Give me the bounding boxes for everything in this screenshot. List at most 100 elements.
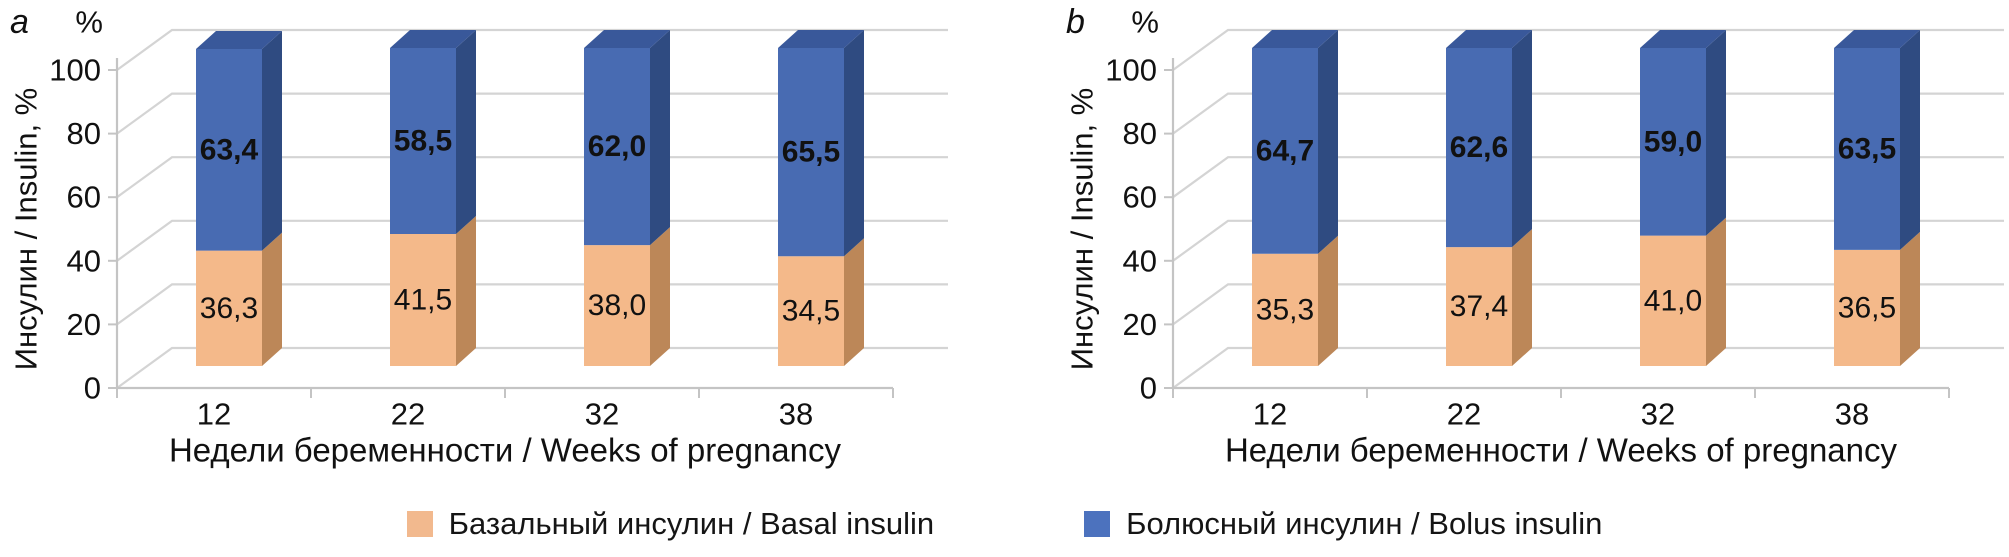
bar-basal-side-face <box>1706 217 1726 366</box>
bar-basal-side-face <box>456 216 476 366</box>
y-tick-label: 60 <box>67 180 101 215</box>
y-tick-label: 0 <box>84 371 101 406</box>
bar-bolus-value-label: 64,7 <box>1256 134 1314 167</box>
gridline <box>116 219 948 262</box>
gridline <box>116 92 948 135</box>
x-tick-label: 22 <box>391 397 425 432</box>
bar-bolus-side-face <box>1512 30 1532 248</box>
bar-bolus-front-face <box>584 48 650 246</box>
y-tick-label: 80 <box>67 116 101 151</box>
bar-bolus-value-label: 65,5 <box>782 136 840 169</box>
bar-basal-side-face <box>1900 231 1920 366</box>
gridline <box>116 156 948 199</box>
bar-bolus-side-face <box>262 30 282 251</box>
bar-bolus-value-label: 58,5 <box>394 125 452 158</box>
y-tick-label: 100 <box>49 53 101 88</box>
bar-basal-front-face <box>1834 249 1900 366</box>
legend-label-basal: Базальный инсулин / Basal insulin <box>448 506 935 541</box>
bar-week-22: 41,5 58,5 <box>390 30 476 366</box>
bar-bolus-front-face <box>1834 48 1900 250</box>
x-tick-label: 32 <box>585 397 619 432</box>
legend-swatch-basal-icon <box>406 511 433 537</box>
y-tick-label: 40 <box>67 243 101 278</box>
x-tick-label: 22 <box>1447 397 1481 432</box>
legend-item-bolus: Болюсный инсулин / Bolus insulin <box>1084 506 1602 542</box>
bar-basal-front-face <box>1640 235 1706 366</box>
gridline <box>1172 156 2004 199</box>
y-tick-label: 60 <box>1123 180 1157 215</box>
bar-bolus-front-face <box>778 48 844 257</box>
x-tick-label: 32 <box>1641 397 1675 432</box>
x-tick-label: 12 <box>197 397 231 432</box>
bar-week-22: 37,4 62,6 <box>1446 30 1532 366</box>
bar-bolus-top-face <box>778 30 864 48</box>
gridline <box>116 28 948 71</box>
panel-letter: a <box>10 3 29 41</box>
chart-b-svg: 0 20 40 60 80 100 35,3 64,7 12 37,4 62,6 22 41,0 59,0… <box>1065 3 2004 469</box>
bar-bolus-top-face <box>390 30 476 48</box>
bar-basal-value-label: 41,0 <box>1644 284 1702 317</box>
bar-bolus-top-face <box>584 30 670 48</box>
bar-basal-front-face <box>196 250 262 366</box>
gridline <box>116 283 948 326</box>
bar-week-12: 35,3 64,7 <box>1252 30 1338 366</box>
y-axis-title: Инсулин / Insulin, % <box>9 88 44 370</box>
bar-bolus-value-label: 63,5 <box>1838 132 1896 165</box>
y-tick-label: 0 <box>1140 371 1157 406</box>
y-tick-label: 20 <box>67 307 101 342</box>
bar-basal-side-face <box>650 227 670 366</box>
bar-bolus-front-face <box>390 48 456 235</box>
x-tick-label: 12 <box>1253 397 1287 432</box>
bar-bolus-top-face <box>1640 30 1726 48</box>
bar-basal-value-label: 38,0 <box>588 289 646 322</box>
panel-letter: b <box>1066 3 1085 41</box>
bar-bolus-side-face <box>456 30 476 235</box>
chart-panel-b: 0 20 40 60 80 100 35,3 64,7 12 37,4 62,6 22 41,0 59,0… <box>1056 0 2009 470</box>
bar-basal-front-face <box>390 234 456 366</box>
x-axis-title: Недели беременности / Weeks of pregnancy <box>169 432 842 469</box>
bar-bolus-top-face <box>196 30 282 49</box>
gridline <box>1172 92 2004 135</box>
gridline <box>1172 219 2004 262</box>
legend-label-bolus: Болюсный инсулин / Bolus insulin <box>1126 506 1603 541</box>
bar-bolus-side-face <box>1318 30 1338 254</box>
bar-basal-side-face <box>844 238 864 366</box>
legend-swatch-bolus-icon <box>1084 511 1111 537</box>
bar-bolus-value-label: 63,4 <box>200 133 259 166</box>
bar-basal-front-face <box>1446 247 1512 366</box>
bar-bolus-value-label: 62,6 <box>1450 131 1508 164</box>
bar-basal-value-label: 37,4 <box>1450 290 1508 323</box>
gridline <box>116 346 948 389</box>
bar-bolus-front-face <box>1446 48 1512 248</box>
x-axis-title: Недели беременности / Weeks of pregnancy <box>1225 432 1898 469</box>
gridline <box>1172 346 2004 389</box>
bar-basal-side-face <box>262 232 282 366</box>
chart-legend: Базальный инсулин / Basal insulin Болюсн… <box>0 506 2009 542</box>
bar-basal-value-label: 41,5 <box>394 284 452 317</box>
bar-bolus-top-face <box>1834 30 1920 48</box>
y-axis-unit-label: % <box>75 5 103 40</box>
bar-basal-side-face <box>1512 229 1532 366</box>
bar-basal-value-label: 36,5 <box>1838 291 1896 324</box>
y-tick-label: 100 <box>1105 53 1157 88</box>
bar-basal-value-label: 35,3 <box>1256 293 1314 326</box>
bar-bolus-side-face <box>650 30 670 246</box>
bar-bolus-value-label: 59,0 <box>1644 125 1702 158</box>
bar-bolus-side-face <box>844 30 864 257</box>
y-tick-label: 40 <box>1123 243 1157 278</box>
bar-week-32: 38,0 62,0 <box>584 30 670 366</box>
bar-basal-front-face <box>584 245 650 366</box>
bar-bolus-top-face <box>1252 30 1338 48</box>
gridline <box>1172 283 2004 326</box>
bar-week-38: 34,5 65,5 <box>778 30 864 366</box>
bar-bolus-value-label: 62,0 <box>588 130 646 163</box>
y-tick-label: 20 <box>1123 307 1157 342</box>
bar-week-12: 36,3 63,4 <box>196 30 282 366</box>
bar-basal-value-label: 36,3 <box>200 292 258 325</box>
bar-basal-value-label: 34,5 <box>782 295 840 328</box>
y-tick-label: 80 <box>1123 116 1157 151</box>
y-axis-unit-label: % <box>1131 5 1159 40</box>
chart-a-svg: 0 20 40 60 80 100 36,3 63,4 12 41,5 58,5 22 38,0 62,0… <box>9 3 948 469</box>
bar-basal-side-face <box>1318 235 1338 366</box>
